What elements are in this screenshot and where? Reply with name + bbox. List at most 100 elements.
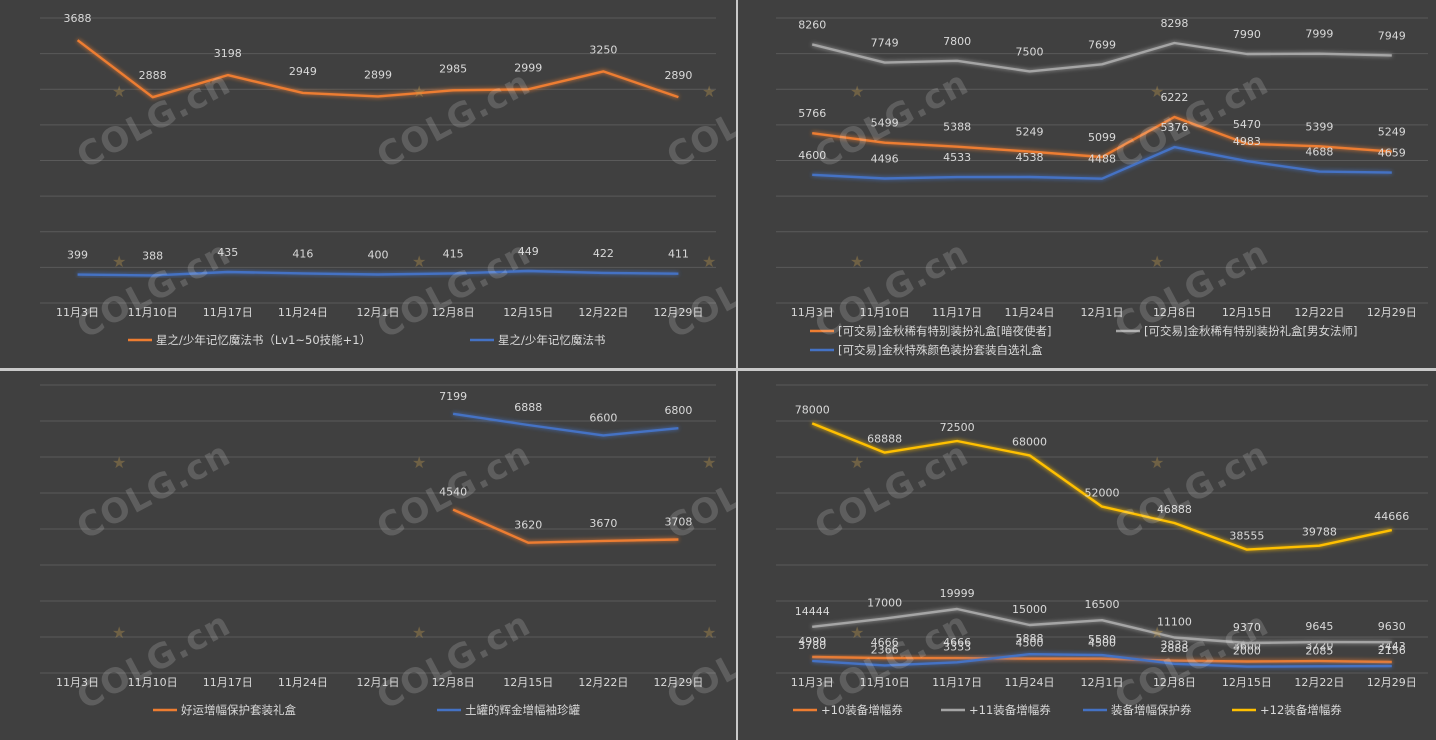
series-line <box>76 39 679 99</box>
data-label: 2366 <box>871 643 899 656</box>
x-tick-label: 12月1日 <box>1081 306 1124 319</box>
data-label: 4500 <box>1088 637 1116 650</box>
series-line <box>77 269 679 277</box>
x-tick-label: 11月24日 <box>1005 306 1055 319</box>
data-label: 6888 <box>514 401 542 414</box>
data-label: 19999 <box>940 587 975 600</box>
data-label: 6222 <box>1160 91 1188 104</box>
data-label: 7699 <box>1088 38 1116 51</box>
x-tick-label: 11月17日 <box>932 306 982 319</box>
data-label: 4688 <box>1305 146 1333 159</box>
legend-label: [可交易]金秋稀有特别装扮礼盒[男女法师] <box>1144 324 1357 338</box>
data-label: 7949 <box>1378 29 1406 42</box>
data-label: 4538 <box>1016 151 1044 164</box>
data-label: 435 <box>217 246 238 259</box>
x-tick-label: 12月29日 <box>1367 306 1417 319</box>
data-label: 9370 <box>1233 621 1261 634</box>
data-label: 3620 <box>514 519 542 532</box>
x-tick-label: 12月15日 <box>503 676 553 689</box>
x-tick-label: 12月22日 <box>1294 306 1344 319</box>
data-label: 4500 <box>1016 637 1044 650</box>
x-tick-label: 11月17日 <box>203 676 253 689</box>
data-label: 17000 <box>867 597 902 610</box>
data-label: 5099 <box>1088 131 1116 144</box>
legend-label: [可交易]金秋特殊颜色装扮套装自选礼盒 <box>838 343 1043 357</box>
data-label: 4999 <box>798 635 826 648</box>
data-label: 72500 <box>940 421 975 434</box>
data-label: 5766 <box>798 107 826 120</box>
data-label: 4600 <box>798 149 826 162</box>
x-tick-label: 11月24日 <box>1005 676 1055 689</box>
data-label: 399 <box>67 249 88 262</box>
x-tick-label: 12月1日 <box>357 306 400 319</box>
data-label: 2949 <box>289 65 317 78</box>
x-tick-label: 11月3日 <box>56 306 99 319</box>
x-tick-label: 11月3日 <box>56 676 99 689</box>
series-line <box>812 607 1392 645</box>
series-line <box>452 412 679 437</box>
x-tick-label: 12月22日 <box>578 676 628 689</box>
legend-label: 星之/少年记忆魔法书 <box>498 333 605 347</box>
data-label: 6800 <box>664 404 692 417</box>
data-label: 4666 <box>943 636 971 649</box>
data-label: 3670 <box>589 517 617 530</box>
data-label: 4488 <box>1088 153 1116 166</box>
chart-panel-skill-books: 11月3日 11月10日 11月17日 11月24日 12月1日 12月8日 12月15日 1… <box>0 0 736 368</box>
x-tick-label: 12月8日 <box>1153 306 1196 319</box>
chart-svg: 11月3日 11月10日 11月17日 11月24日 12月1日 12月8日 12月15日 1… <box>776 17 1428 357</box>
chart-panel-amplify-tickets: 11月3日 11月10日 11月17日 11月24日 12月1日 12月8日 12月15日 1… <box>738 371 1436 740</box>
data-label: 5376 <box>1160 121 1188 134</box>
data-label: 2888 <box>1160 642 1188 655</box>
data-label: 38555 <box>1229 530 1264 543</box>
data-label: 7749 <box>871 37 899 50</box>
data-label: 5399 <box>1305 120 1333 133</box>
series-line <box>811 41 1392 73</box>
x-tick-label: 12月1日 <box>357 676 400 689</box>
legend-label: +11装备增幅券 <box>969 703 1051 717</box>
data-label: 3780 <box>798 639 826 652</box>
data-label: 4496 <box>871 152 899 165</box>
data-label: 2000 <box>1233 645 1261 658</box>
data-label: 449 <box>518 245 539 258</box>
data-label: 400 <box>368 249 389 262</box>
data-label: 52000 <box>1085 487 1120 500</box>
data-label: 415 <box>443 247 464 260</box>
x-tick-label: 12月1日 <box>1081 676 1124 689</box>
x-tick-label: 11月24日 <box>278 676 328 689</box>
data-label: 4533 <box>943 151 971 164</box>
data-label: 6600 <box>589 411 617 424</box>
data-label: 2890 <box>664 69 692 82</box>
data-label: 2156 <box>1378 644 1406 657</box>
data-label: 68000 <box>1012 435 1047 448</box>
x-tick-label: 11月10日 <box>860 676 910 689</box>
data-label: 2985 <box>439 62 467 75</box>
x-tick-label: 11月3日 <box>791 676 834 689</box>
data-label: 5888 <box>1016 632 1044 645</box>
chart-svg: 11月3日 11月10日 11月17日 11月24日 12月1日 12月8日 12月15日 1… <box>40 384 716 717</box>
legend-label: [可交易]金秋稀有特别装扮礼盒[暗夜使者] <box>838 324 1051 338</box>
data-label: 2899 <box>364 68 392 81</box>
data-label: 15000 <box>1012 603 1047 616</box>
data-label: 3198 <box>214 47 242 60</box>
x-tick-label: 12月15日 <box>1222 306 1272 319</box>
chart-panel-costume-boxes: 11月3日 11月10日 11月17日 11月24日 12月1日 12月8日 12月15日 1… <box>738 0 1436 368</box>
series-line <box>452 508 679 544</box>
data-label: 4666 <box>871 636 899 649</box>
x-tick-label: 12月8日 <box>1153 676 1196 689</box>
data-label: 416 <box>292 247 313 260</box>
data-label: 5470 <box>1233 118 1261 131</box>
x-tick-label: 12月8日 <box>432 306 475 319</box>
series-line <box>812 655 1392 664</box>
series-line <box>811 422 1393 551</box>
x-tick-label: 12月29日 <box>653 676 703 689</box>
data-label: 39788 <box>1302 526 1337 539</box>
x-tick-label: 12月8日 <box>432 676 475 689</box>
x-tick-label: 12月22日 <box>578 306 628 319</box>
data-label: 4540 <box>439 486 467 499</box>
x-tick-label: 12月15日 <box>1222 676 1272 689</box>
legend-label: +10装备增幅券 <box>821 703 903 717</box>
data-label: 78000 <box>795 403 830 416</box>
data-label: 7199 <box>439 390 467 403</box>
legend-label: 土罐的辉金增幅袖珍罐 <box>465 703 580 717</box>
data-label: 422 <box>593 247 614 260</box>
